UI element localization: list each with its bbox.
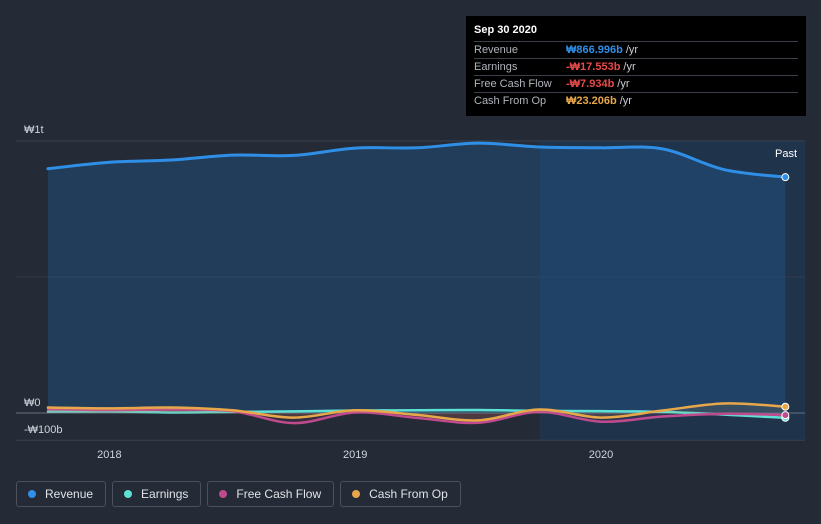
legend-label: Cash From Op: [369, 487, 448, 501]
series-end-point-free-cash-flow: [781, 411, 790, 420]
tooltip-date: Sep 30 2020: [474, 24, 537, 36]
legend-label: Free Cash Flow: [236, 487, 322, 501]
tooltip-label: Cash From Op: [474, 95, 547, 107]
legend-label: Revenue: [45, 487, 94, 501]
legend-item-cash-from-op[interactable]: Cash From Op: [340, 481, 461, 507]
legend-dot-icon: [219, 490, 228, 498]
x-tick-label-2019: 2019: [343, 449, 367, 461]
series-end-point-cash-from-op: [781, 402, 790, 411]
legend-item-free-cash-flow[interactable]: Free Cash Flow: [207, 481, 335, 507]
tooltip-value: -₩17.553b: [566, 61, 621, 73]
tooltip-row-cash-from-op: Cash From Op ₩23.206b /yr: [474, 92, 798, 109]
tooltip-row-earnings: Earnings -₩17.553b /yr: [474, 58, 798, 75]
past-region: [539, 141, 805, 441]
tooltip-row-free-cash-flow: Free Cash Flow -₩7.934b /yr: [474, 75, 798, 92]
tooltip-value: -₩7.934b: [566, 78, 615, 90]
tooltip-value: ₩23.206b: [566, 95, 617, 107]
x-tick-label-2018: 2018: [97, 449, 121, 461]
legend-item-revenue[interactable]: Revenue: [16, 481, 107, 507]
legend-dot-icon: [352, 490, 361, 498]
legend-label: Earnings: [141, 487, 189, 501]
tooltip-unit: /yr: [625, 44, 639, 56]
series-line-earnings: [46, 408, 787, 420]
y-tick-label-bottom: -₩100b: [24, 424, 63, 436]
tooltip-row-revenue: Revenue ₩866.996b /yr: [474, 41, 798, 58]
series-area-cash-from-op: [47, 403, 786, 421]
tooltip: Sep 30 2020 Revenue ₩866.996b /yr Earnin…: [466, 16, 806, 116]
tooltip-label: Revenue: [474, 44, 519, 56]
past-label: Past: [775, 148, 797, 160]
y-tick-label-top: ₩1t: [24, 124, 44, 136]
series-area-revenue: [47, 143, 786, 413]
legend-dot-icon: [28, 490, 36, 498]
tooltip-unit: /yr: [623, 61, 636, 73]
tooltip-unit: /yr: [617, 78, 630, 90]
legend: Revenue Earnings Free Cash Flow Cash Fro…: [16, 481, 461, 507]
tooltip-label: Free Cash Flow: [474, 78, 552, 90]
x-tick-label-2020: 2020: [589, 449, 613, 461]
legend-dot-icon: [124, 490, 133, 498]
legend-item-earnings[interactable]: Earnings: [112, 481, 202, 507]
series-line-revenue: [46, 141, 787, 179]
tooltip-label: Earnings: [474, 61, 518, 73]
tooltip-value: ₩866.996b: [566, 44, 623, 56]
series-line-cash-from-op: [46, 402, 787, 422]
tooltip-unit: /yr: [619, 95, 632, 107]
series-line-free-cash-flow: [46, 407, 787, 425]
y-tick-label-zero: ₩0: [24, 397, 41, 409]
series-end-point-revenue: [781, 173, 790, 182]
